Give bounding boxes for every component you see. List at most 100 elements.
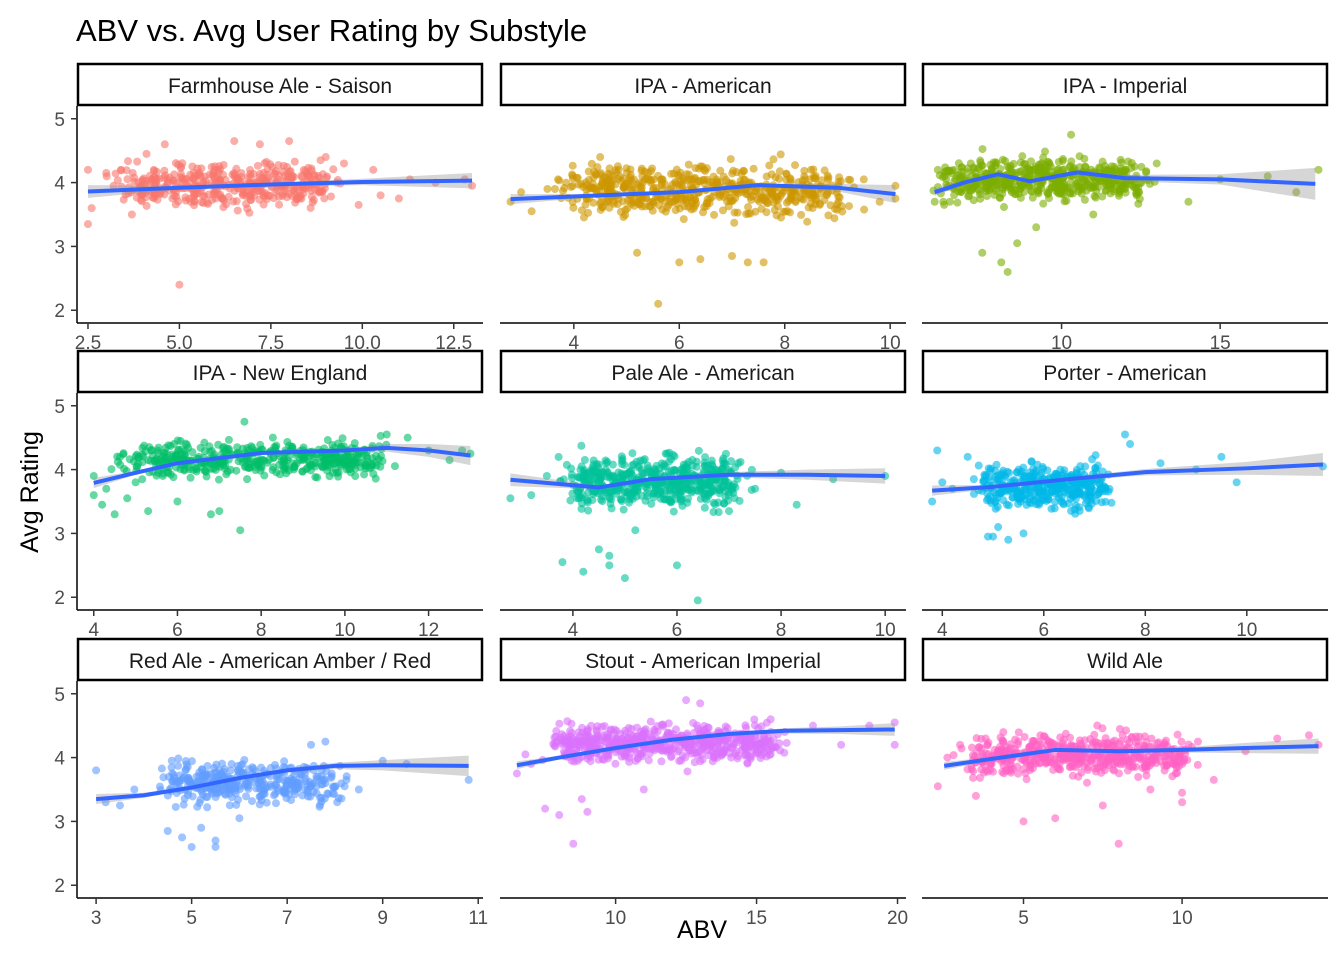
- data-point: [1058, 156, 1067, 165]
- data-point: [300, 454, 309, 463]
- data-point: [1086, 496, 1095, 505]
- data-point: [1034, 187, 1043, 196]
- data-point: [1060, 197, 1069, 206]
- data-point: [1135, 188, 1144, 197]
- data-point: [598, 203, 607, 212]
- data-point: [982, 177, 991, 186]
- data-point: [521, 750, 530, 759]
- data-point: [972, 749, 981, 758]
- data-point: [956, 740, 965, 749]
- data-point: [1064, 750, 1073, 759]
- data-point: [844, 175, 853, 184]
- data-point: [316, 800, 325, 809]
- facet-strip: [921, 349, 1329, 394]
- facet-strip-label: Red Ale - American Amber / Red: [129, 650, 431, 673]
- data-point: [201, 772, 210, 781]
- data-point: [628, 449, 637, 458]
- data-point: [140, 441, 149, 450]
- data-point: [677, 495, 686, 504]
- data-point: [1066, 733, 1075, 742]
- data-point: [601, 183, 610, 192]
- data-point: [1121, 430, 1129, 439]
- data-point: [615, 474, 624, 483]
- data-point: [270, 170, 279, 179]
- data-point: [646, 730, 655, 739]
- data-point: [116, 165, 125, 174]
- data-point: [750, 715, 759, 724]
- x-tick-label: 15: [746, 908, 767, 929]
- data-point: [692, 745, 701, 754]
- data-point: [207, 162, 216, 171]
- data-point: [724, 466, 733, 475]
- data-point: [727, 753, 736, 762]
- data-point: [584, 208, 593, 217]
- data-point: [263, 165, 272, 174]
- data-point: [1039, 199, 1048, 208]
- data-point: [804, 189, 813, 198]
- data-point: [307, 740, 316, 749]
- data-point: [1068, 771, 1077, 780]
- data-point: [724, 178, 733, 187]
- data-point: [278, 189, 287, 198]
- data-point: [232, 466, 241, 475]
- data-point: [181, 439, 190, 448]
- data-point: [138, 475, 147, 484]
- data-point: [242, 792, 251, 801]
- data-point: [1055, 180, 1064, 189]
- data-point: [543, 184, 552, 193]
- data-point: [693, 596, 702, 605]
- data-point: [284, 189, 293, 198]
- data-point: [891, 181, 900, 190]
- data-point: [991, 177, 1000, 186]
- data-point: [803, 217, 812, 226]
- x-tick-label: 20: [887, 908, 908, 929]
- data-point: [996, 733, 1005, 742]
- data-point: [235, 782, 244, 791]
- data-point: [1044, 495, 1053, 504]
- data-point: [1047, 758, 1056, 767]
- data-point: [776, 150, 785, 159]
- data-point: [672, 195, 681, 204]
- data-point: [1304, 731, 1313, 740]
- data-point: [1209, 775, 1218, 784]
- chart-title: ABV vs. Avg User Rating by Substyle: [76, 13, 587, 48]
- data-point: [633, 248, 642, 257]
- y-tick-label: 4: [54, 174, 65, 195]
- data-point: [1089, 210, 1098, 219]
- data-point: [1148, 753, 1157, 762]
- data-point: [200, 447, 209, 456]
- data-point: [378, 756, 387, 765]
- data-point: [390, 462, 399, 471]
- data-point: [301, 777, 310, 786]
- data-point: [771, 173, 780, 182]
- data-point: [337, 453, 346, 462]
- data-point: [844, 202, 853, 211]
- point-cluster: [107, 431, 399, 484]
- data-point: [168, 450, 177, 459]
- data-point: [271, 799, 280, 808]
- data-point: [243, 173, 252, 182]
- data-point: [654, 299, 663, 308]
- data-point: [1104, 752, 1113, 761]
- data-point: [577, 441, 586, 450]
- data-point: [123, 175, 132, 184]
- y-tick-label: 5: [54, 397, 65, 418]
- data-point: [1001, 473, 1010, 482]
- data-point: [235, 814, 244, 823]
- data-point: [296, 191, 305, 200]
- data-point: [719, 499, 728, 508]
- x-tick-label: 6: [672, 620, 683, 641]
- data-point: [403, 433, 412, 442]
- data-point: [1037, 160, 1046, 169]
- data-point: [978, 248, 987, 257]
- x-tick-label: 6: [674, 333, 685, 354]
- point-cluster: [969, 451, 1116, 518]
- data-point: [739, 166, 748, 175]
- data-point: [1022, 500, 1031, 509]
- data-point: [1059, 487, 1068, 496]
- data-point: [255, 140, 264, 149]
- x-tick-label: 4: [88, 620, 99, 641]
- smooth-trend-line: [934, 170, 1316, 195]
- data-point: [727, 457, 736, 466]
- data-point: [283, 437, 292, 446]
